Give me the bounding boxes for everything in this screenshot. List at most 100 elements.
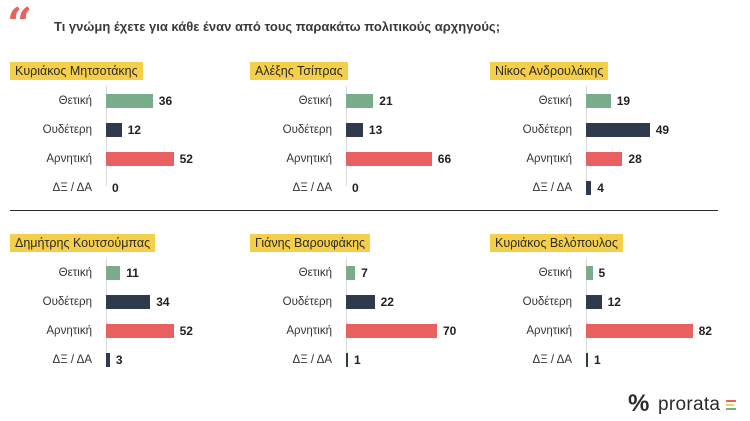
value-label: 5 bbox=[598, 266, 606, 280]
value-label: 11 bbox=[126, 266, 139, 280]
category-label: Ουδέτερη bbox=[42, 124, 92, 136]
category-label: Αρνητική bbox=[286, 153, 332, 165]
bar-row: Θετική 36 bbox=[10, 94, 245, 108]
value-label: 52 bbox=[179, 324, 193, 338]
value-label: 1 bbox=[594, 353, 601, 367]
value-label: 4 bbox=[597, 181, 604, 195]
bar bbox=[586, 324, 693, 338]
bar bbox=[586, 94, 611, 108]
leader-chart: Κυριάκος Βελόπουλος Θετική 5 Ουδέτερη 12 Αρνη… bbox=[490, 234, 725, 404]
value-label: 3 bbox=[115, 353, 123, 367]
value-label: 66 bbox=[437, 152, 452, 166]
bar-row: Ουδέτερη 12 bbox=[490, 295, 725, 309]
bar-row: Θετική 5 bbox=[490, 266, 725, 280]
value-label: 19 bbox=[616, 94, 631, 108]
bar-row: Αρνητική 28 bbox=[490, 152, 725, 166]
bar-row: Θετική 11 bbox=[10, 266, 245, 280]
value-label: 82 bbox=[698, 324, 712, 338]
value-label: 70 bbox=[443, 324, 457, 338]
bar-row: Ουδέτερη 49 bbox=[490, 123, 725, 137]
bar bbox=[586, 181, 592, 195]
bar bbox=[586, 353, 588, 367]
category-label: ΔΞ / ΔΑ bbox=[292, 182, 332, 194]
bar-row: ΔΞ / ΔΑ 4 bbox=[490, 181, 725, 195]
value-label: 34 bbox=[156, 295, 170, 309]
divider bbox=[10, 210, 718, 211]
bar bbox=[106, 123, 122, 137]
bar bbox=[586, 295, 602, 309]
value-label: 36 bbox=[158, 94, 173, 108]
category-label: ΔΞ / ΔΑ bbox=[532, 182, 572, 194]
bar-row: ΔΞ / ΔΑ 0 bbox=[10, 181, 245, 195]
leader-name: Δημήτρης Κουτσούμπας bbox=[10, 234, 156, 252]
bar-row: Ουδέτερη 22 bbox=[250, 295, 485, 309]
bar-row: ΔΞ / ΔΑ 1 bbox=[250, 353, 485, 367]
leader-name: Κυριάκος Μητσοτάκης bbox=[10, 62, 143, 80]
value-label: 0 bbox=[352, 181, 359, 195]
bar bbox=[346, 353, 348, 367]
value-label: 13 bbox=[368, 123, 383, 137]
percent-icon: % bbox=[628, 390, 650, 417]
bar bbox=[346, 123, 363, 137]
value-label: 0 bbox=[112, 181, 119, 195]
bar-row: Αρνητική 70 bbox=[250, 324, 485, 338]
value-label: 12 bbox=[607, 295, 621, 309]
value-label: 7 bbox=[361, 266, 368, 280]
category-label: Θετική bbox=[298, 267, 332, 279]
prorata-logo: % prorata bbox=[628, 392, 740, 416]
leader-chart: Νίκος Ανδρουλάκης Θετική 19 Ουδέτερη 49 Αρνητ… bbox=[490, 62, 725, 232]
value-label: 22 bbox=[380, 295, 394, 309]
category-label: Αρνητική bbox=[46, 325, 92, 337]
category-label: Αρνητική bbox=[286, 325, 332, 337]
leader-chart: Αλέξης Τσίπρας Θετική 21 Ουδέτερη 13 Αρνητική… bbox=[250, 62, 485, 232]
bar-row: Ουδέτερη 13 bbox=[250, 123, 485, 137]
category-label: Θετική bbox=[298, 95, 332, 107]
bar bbox=[586, 123, 650, 137]
bar bbox=[346, 94, 374, 108]
logo-stripes-icon bbox=[726, 400, 736, 412]
logo-text: prorata bbox=[658, 394, 721, 415]
bar bbox=[106, 152, 174, 166]
category-label: Θετική bbox=[58, 267, 92, 279]
bar-row: Αρνητική 66 bbox=[250, 152, 485, 166]
bar bbox=[346, 295, 375, 309]
category-label: ΔΞ / ΔΑ bbox=[52, 354, 92, 366]
bar-row: Αρνητική 52 bbox=[10, 152, 245, 166]
bar bbox=[106, 295, 151, 309]
bar bbox=[346, 266, 356, 280]
category-label: Αρνητική bbox=[526, 153, 572, 165]
value-label: 52 bbox=[179, 152, 193, 166]
category-label: Αρνητική bbox=[46, 153, 92, 165]
bar-row: Θετική 7 bbox=[250, 266, 485, 280]
value-label: 1 bbox=[354, 353, 361, 367]
value-label: 49 bbox=[655, 123, 670, 137]
leader-chart: Κυριάκος Μητσοτάκης Θετική 36 Ουδέτερη 12 Αρν… bbox=[10, 62, 245, 232]
category-label: Ουδέτερη bbox=[42, 296, 92, 308]
bar-row: Θετική 21 bbox=[250, 94, 485, 108]
category-label: ΔΞ / ΔΑ bbox=[532, 354, 572, 366]
value-label: 12 bbox=[127, 123, 141, 137]
bar bbox=[106, 324, 174, 338]
category-label: Ουδέτερη bbox=[522, 296, 572, 308]
category-label: Ουδέτερη bbox=[522, 124, 572, 136]
bar bbox=[106, 353, 110, 367]
bar bbox=[346, 152, 432, 166]
bar bbox=[586, 152, 623, 166]
category-label: Ουδέτερη bbox=[282, 124, 332, 136]
category-label: Θετική bbox=[538, 95, 572, 107]
bar-row: Ουδέτερη 34 bbox=[10, 295, 245, 309]
leader-chart: Δημήτρης Κουτσούμπας Θετική 11 Ουδέτερη 34 Αρ… bbox=[10, 234, 245, 404]
bar bbox=[106, 266, 121, 280]
category-label: Θετική bbox=[538, 267, 572, 279]
leader-name: Κυριάκος Βελόπουλος bbox=[490, 234, 623, 252]
bar-row: ΔΞ / ΔΑ 0 bbox=[250, 181, 485, 195]
leader-name: Γιάνης Βαρουφάκης bbox=[250, 234, 371, 252]
category-label: Ουδέτερη bbox=[282, 296, 332, 308]
category-label: Θετική bbox=[58, 95, 92, 107]
bar-row: ΔΞ / ΔΑ 1 bbox=[490, 353, 725, 367]
value-label: 21 bbox=[379, 94, 393, 108]
bar-row: ΔΞ / ΔΑ 3 bbox=[10, 353, 245, 367]
quote-icon: “ bbox=[7, 0, 33, 50]
bar-row: Αρνητική 52 bbox=[10, 324, 245, 338]
bar-row: Ουδέτερη 12 bbox=[10, 123, 245, 137]
